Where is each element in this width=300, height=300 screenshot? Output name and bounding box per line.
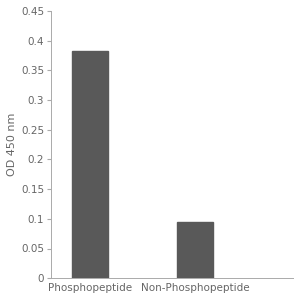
Y-axis label: OD 450 nm: OD 450 nm [7, 113, 17, 176]
Bar [177, 222, 213, 278]
Bar [72, 51, 108, 278]
